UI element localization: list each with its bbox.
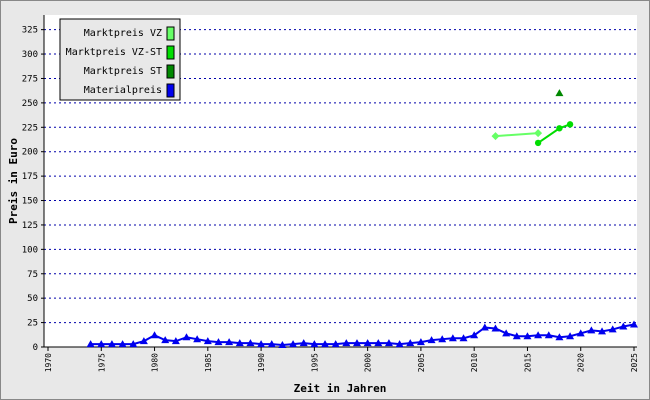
x-tick-label: 1995 — [310, 353, 319, 372]
x-tick-label: 2005 — [417, 353, 426, 372]
x-tick-label: 2025 — [630, 353, 639, 372]
x-tick-label: 1990 — [257, 353, 266, 372]
marker — [342, 339, 351, 347]
y-tick-label: 75 — [27, 270, 38, 280]
marker — [86, 340, 95, 348]
marker — [502, 329, 511, 337]
marker — [150, 331, 159, 339]
x-tick-label: 1975 — [97, 353, 106, 372]
x-tick-label: 1985 — [204, 353, 213, 372]
marker — [608, 325, 617, 333]
marker — [225, 338, 234, 346]
legend-label: Materialpreis — [84, 85, 162, 96]
marker — [374, 339, 383, 347]
marker — [512, 332, 521, 340]
y-tick-label: 25 — [27, 319, 38, 329]
marker — [576, 329, 585, 337]
x-tick-label: 2000 — [364, 353, 373, 372]
marker — [544, 331, 553, 339]
marker — [630, 320, 638, 328]
marker — [534, 331, 543, 339]
marker — [619, 322, 628, 330]
marker — [171, 337, 180, 345]
marker — [193, 335, 202, 343]
x-tick-label: 2020 — [577, 353, 586, 372]
marker — [352, 339, 361, 347]
marker — [161, 336, 170, 344]
y-tick-label: 50 — [27, 294, 38, 304]
marker — [97, 340, 106, 348]
x-tick-label: 2015 — [523, 353, 532, 372]
marker — [203, 337, 212, 345]
marker — [139, 337, 148, 345]
marker — [267, 340, 276, 348]
marker — [246, 339, 255, 347]
marker — [363, 339, 372, 347]
marker — [321, 340, 330, 348]
y-tick-label: 0 — [33, 343, 38, 353]
legend-swatch — [166, 26, 175, 41]
y-tick-label: 275 — [22, 74, 38, 84]
marker — [448, 334, 457, 342]
marker — [427, 336, 436, 344]
marker — [310, 340, 319, 348]
x-axis-label: Zeit in Jahren — [294, 382, 387, 395]
marker — [107, 340, 116, 348]
y-tick-label: 100 — [22, 245, 38, 255]
marker — [416, 338, 425, 346]
marker — [395, 340, 404, 348]
legend-label: Marktpreis ST — [84, 66, 162, 77]
series-line — [495, 132, 539, 138]
marker — [438, 335, 447, 343]
legend-label: Marktpreis VZ-ST — [66, 47, 162, 58]
marker — [384, 339, 393, 347]
marker — [470, 331, 479, 339]
legend-swatch — [166, 83, 175, 98]
marker — [491, 324, 500, 332]
y-tick-label: 175 — [22, 172, 38, 182]
marker — [214, 338, 223, 346]
series-line — [90, 323, 635, 347]
legend-swatch — [166, 64, 175, 79]
marker — [555, 333, 564, 341]
marker — [118, 340, 127, 348]
marker — [566, 121, 574, 128]
y-axis-label: Preis in Euro — [7, 138, 20, 224]
marker — [278, 341, 287, 349]
y-tick-label: 300 — [22, 50, 38, 60]
marker — [235, 339, 244, 347]
marker — [534, 129, 543, 138]
x-tick-label: 1980 — [151, 353, 160, 372]
y-tick-label: 225 — [22, 123, 38, 133]
legend-box — [59, 18, 181, 101]
marker — [459, 334, 468, 342]
marker — [480, 323, 489, 331]
marker — [587, 326, 596, 334]
marker — [566, 332, 575, 340]
marker — [523, 332, 532, 340]
marker — [491, 132, 500, 141]
legend-swatch — [166, 45, 175, 60]
y-tick-label: 250 — [22, 99, 38, 109]
marker — [299, 339, 308, 347]
marker — [598, 327, 607, 335]
marker — [331, 340, 340, 348]
x-tick-label: 2010 — [470, 353, 479, 372]
marker — [182, 333, 191, 341]
marker — [406, 339, 415, 347]
legend-label: Marktpreis VZ — [84, 28, 162, 39]
marker — [555, 89, 564, 97]
y-tick-label: 325 — [22, 26, 38, 36]
marker — [534, 139, 542, 147]
marker — [129, 340, 138, 348]
y-tick-label: 125 — [22, 221, 38, 231]
y-tick-label: 150 — [22, 197, 38, 207]
y-tick-label: 200 — [22, 148, 38, 158]
marker — [556, 125, 563, 132]
x-tick-label: 1970 — [44, 353, 53, 372]
marker — [289, 340, 298, 348]
marker — [257, 340, 266, 348]
